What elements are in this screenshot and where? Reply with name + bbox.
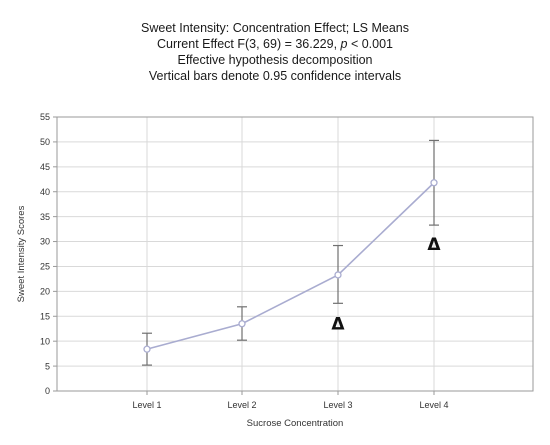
series-line bbox=[146, 182, 435, 350]
y-tick-label: 20 bbox=[40, 287, 50, 297]
x-tick-label: Level 2 bbox=[227, 400, 256, 410]
chart-subtitle-2: Effective hypothesis decomposition bbox=[177, 53, 373, 67]
data-point bbox=[143, 345, 151, 353]
y-tick-label: 40 bbox=[40, 187, 50, 197]
y-tick-label: 15 bbox=[40, 311, 50, 321]
y-tick-label: 55 bbox=[40, 112, 50, 122]
delta-marker: Δ bbox=[427, 235, 441, 255]
x-tick-label: Level 1 bbox=[132, 400, 161, 410]
y-tick-label: 35 bbox=[40, 212, 50, 222]
delta-marker: Δ bbox=[331, 315, 345, 335]
data-point bbox=[430, 179, 438, 187]
chart-titles: Sweet Intensity: Concentration Effect; L… bbox=[0, 20, 550, 84]
y-tick-label: 10 bbox=[40, 336, 50, 346]
chart-subtitle-1: Current Effect F(3, 69) = 36.229, p < 0.… bbox=[156, 37, 394, 51]
y-tick-label: 25 bbox=[40, 262, 50, 272]
y-tick-label: 5 bbox=[45, 361, 50, 371]
y-tick-label: 50 bbox=[40, 137, 50, 147]
x-tick-label: Level 4 bbox=[419, 400, 448, 410]
data-point bbox=[334, 271, 342, 279]
y-tick-label: 0 bbox=[45, 386, 50, 396]
y-tick-label: 30 bbox=[40, 237, 50, 247]
x-tick-label: Level 3 bbox=[323, 400, 352, 410]
chart-subtitle-3: Vertical bars denote 0.95 confidence int… bbox=[148, 69, 402, 83]
x-axis-title: Sucrose Concentration bbox=[247, 418, 344, 429]
data-point bbox=[238, 320, 246, 328]
plot-frame bbox=[56, 116, 534, 392]
y-axis-title: Sweet Intensity Scores bbox=[16, 205, 27, 302]
chart-title: Sweet Intensity: Concentration Effect; L… bbox=[141, 21, 409, 35]
y-tick-label: 45 bbox=[40, 162, 50, 172]
